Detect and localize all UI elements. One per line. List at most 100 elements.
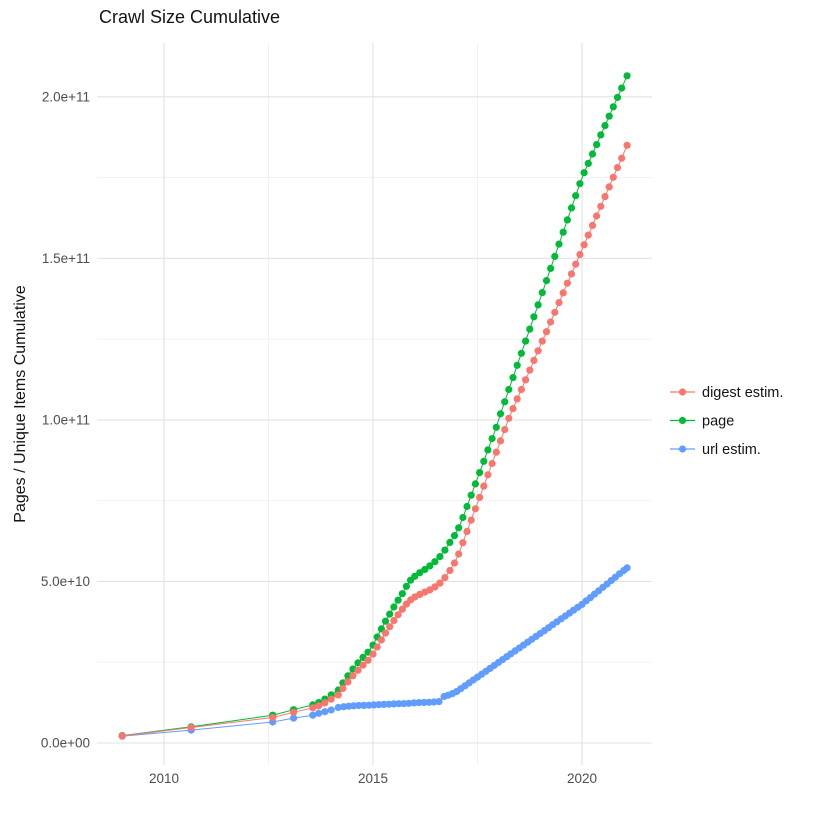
data-point (415, 699, 423, 707)
data-point (327, 695, 335, 703)
data-point (394, 596, 402, 604)
data-point (450, 559, 459, 567)
data-point (441, 574, 449, 582)
data-point (373, 643, 381, 651)
data-point (344, 672, 352, 680)
data-point (463, 527, 471, 536)
series-layer (118, 72, 631, 740)
data-point (459, 539, 467, 547)
data-point (593, 141, 601, 149)
y-tick-label: 2.0e+11 (42, 89, 90, 104)
data-point (463, 502, 471, 511)
data-point (609, 173, 617, 181)
data-point (588, 221, 597, 229)
data-point (555, 299, 563, 307)
data-point (580, 241, 588, 249)
data-point (492, 423, 500, 431)
legend-item-label: page (702, 414, 734, 430)
data-point (398, 590, 406, 598)
data-point (576, 250, 584, 259)
data-point (576, 180, 584, 188)
series-digest-estim- (118, 141, 631, 740)
data-point (597, 202, 605, 210)
data-point (601, 193, 609, 201)
gridlines-minor (97, 43, 652, 765)
data-point (390, 603, 398, 611)
legend-item: page (670, 414, 734, 430)
data-point (398, 605, 406, 613)
data-point (431, 558, 439, 566)
data-point (321, 708, 329, 716)
data-point (315, 702, 323, 710)
data-point (584, 231, 592, 239)
data-point (395, 700, 403, 708)
y-tick-label: 5.0e+10 (41, 574, 90, 589)
data-point (534, 347, 542, 355)
y-tick-label: 1.5e+11 (42, 251, 90, 266)
data-point (459, 513, 467, 522)
data-point (488, 459, 496, 468)
data-point (290, 708, 298, 716)
legend-item-label: digest estim. (702, 385, 783, 401)
data-point (588, 150, 597, 158)
x-tick-label: 2020 (567, 771, 597, 786)
data-point (269, 713, 277, 722)
legend-key-point (678, 388, 687, 396)
data-point (534, 301, 542, 309)
data-point (435, 698, 443, 706)
data-point (572, 260, 580, 268)
data-point (390, 616, 398, 625)
data-point (605, 183, 613, 191)
data-point (431, 583, 439, 591)
data-point (381, 629, 390, 637)
data-point (187, 723, 195, 732)
data-point (441, 546, 449, 554)
data-point (484, 471, 492, 479)
data-point (618, 84, 626, 92)
data-point (613, 164, 622, 172)
data-point (118, 732, 126, 740)
data-point (426, 562, 434, 570)
y-tick-label: 0.0e+00 (41, 736, 90, 751)
data-point (496, 437, 505, 445)
data-point (436, 579, 444, 587)
data-point (355, 701, 363, 710)
y-axis-title: Pages / Unique Items Cumulative (12, 285, 29, 523)
data-point (496, 410, 505, 418)
x-tick-label: 2015 (358, 771, 388, 786)
data-point (450, 532, 459, 540)
series-page (118, 72, 631, 740)
data-point (364, 656, 372, 664)
gridlines-major (97, 43, 652, 765)
data-point (509, 405, 517, 413)
data-point (513, 395, 521, 403)
legend-item: url estim. (670, 442, 761, 458)
data-point (522, 337, 530, 345)
data-point (517, 349, 526, 357)
data-point (513, 361, 521, 369)
data-point (597, 131, 605, 139)
data-point (563, 279, 572, 287)
data-point (321, 699, 329, 707)
data-point (480, 457, 488, 465)
data-point (509, 374, 517, 382)
series-url-estim- (118, 564, 631, 740)
data-point (623, 564, 631, 572)
data-point (526, 366, 534, 374)
data-point (530, 356, 538, 364)
data-point (411, 572, 419, 580)
data-point (471, 480, 479, 488)
legend-key-point (678, 445, 687, 453)
data-point (377, 636, 385, 644)
y-tick-label: 1.0e+11 (42, 412, 90, 427)
data-point (467, 491, 475, 499)
legend-key-point (678, 416, 687, 425)
data-point (290, 714, 298, 722)
data-point (505, 385, 513, 394)
data-point (471, 505, 479, 513)
data-point (455, 550, 463, 558)
data-point (559, 228, 567, 236)
data-point (386, 623, 394, 631)
data-point (467, 516, 475, 524)
